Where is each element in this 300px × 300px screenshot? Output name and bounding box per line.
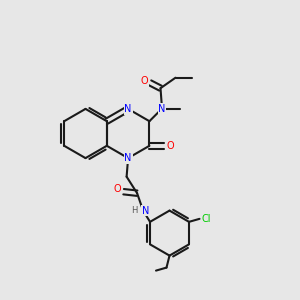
Text: N: N bbox=[142, 206, 149, 216]
Text: N: N bbox=[158, 103, 166, 114]
Text: O: O bbox=[166, 141, 174, 151]
Text: N: N bbox=[124, 104, 132, 114]
Text: O: O bbox=[114, 184, 122, 194]
Text: H: H bbox=[131, 206, 138, 215]
Text: O: O bbox=[141, 76, 148, 86]
Text: N: N bbox=[124, 153, 132, 163]
Text: Cl: Cl bbox=[201, 214, 211, 224]
